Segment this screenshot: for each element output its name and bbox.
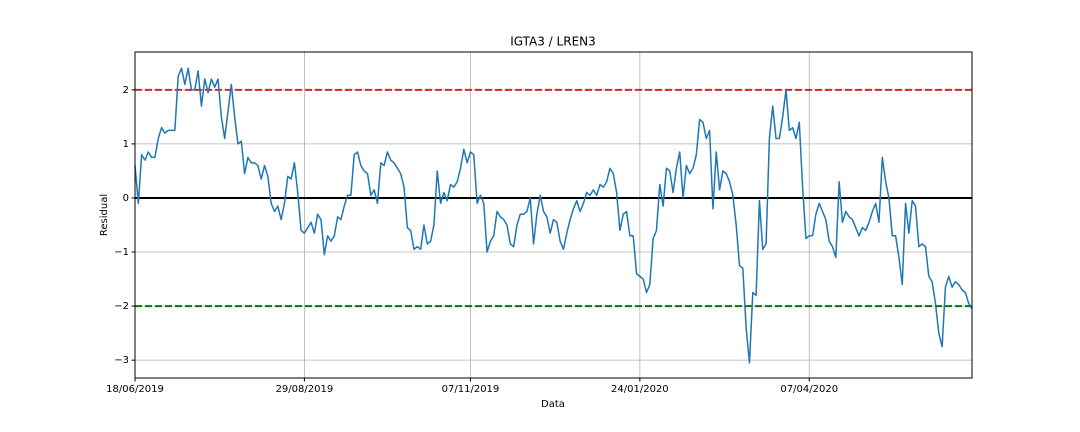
y-tick-label: 2 bbox=[123, 85, 129, 96]
y-tick-label: −2 bbox=[114, 301, 129, 312]
y-tick-label: −3 bbox=[114, 355, 129, 366]
x-tick-label: 18/06/2019 bbox=[106, 384, 164, 395]
y-tick-label: −1 bbox=[114, 247, 129, 258]
x-tick-label: 29/08/2019 bbox=[276, 384, 334, 395]
x-tick-label: 07/04/2020 bbox=[780, 384, 838, 395]
x-tick-label: 07/11/2019 bbox=[442, 384, 500, 395]
chart-title: IGTA3 / LREN3 bbox=[510, 35, 596, 49]
y-axis-label: Residual bbox=[99, 194, 110, 236]
x-tick-label: 24/01/2020 bbox=[611, 384, 669, 395]
axes-frame bbox=[134, 51, 973, 379]
y-tick-label: 1 bbox=[123, 139, 129, 150]
x-axis-label: Data bbox=[541, 399, 565, 410]
plot bbox=[134, 67, 973, 364]
data-line bbox=[134, 67, 973, 364]
y-tick-label: 0 bbox=[123, 193, 129, 204]
